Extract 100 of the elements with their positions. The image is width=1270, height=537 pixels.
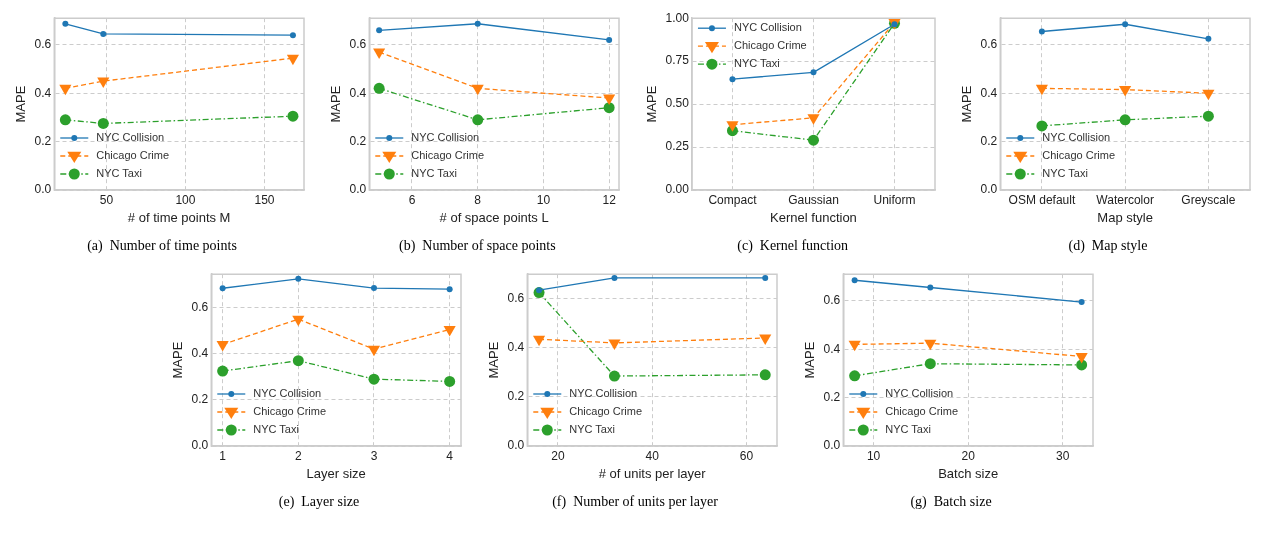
x-tick-label: 2 — [294, 448, 302, 463]
x-tick-label: Compact — [708, 192, 757, 207]
y-tick-label: 0.2 — [349, 133, 367, 148]
point — [1122, 21, 1129, 28]
point — [376, 27, 383, 34]
point — [287, 110, 299, 122]
y-tick-label: 0.6 — [191, 299, 209, 314]
y-tick-label: 0.6 — [34, 37, 52, 52]
point — [608, 339, 621, 350]
point — [295, 275, 302, 282]
y-axis-title: MAPE — [13, 85, 29, 123]
y-tick-label: 0.2 — [823, 389, 841, 404]
y-tick-label: 0.6 — [823, 293, 841, 308]
point — [286, 54, 299, 66]
legend-label: NYC Taxi — [253, 423, 299, 436]
y-tick-label: 0.0 — [507, 438, 525, 453]
x-tick-label: 10 — [537, 192, 551, 207]
legend-label: NYC Collision — [96, 131, 165, 144]
point — [611, 274, 618, 281]
point — [475, 20, 482, 27]
x-tick-label: 10 — [866, 448, 881, 463]
point — [1038, 28, 1045, 35]
point — [924, 339, 937, 351]
x-tick-label: 40 — [645, 448, 660, 463]
point — [603, 102, 615, 114]
y-axis-title: MAPE — [170, 341, 186, 379]
x-tick-label: Uniform — [873, 192, 916, 207]
point — [59, 84, 72, 96]
point — [1202, 110, 1214, 122]
point — [1078, 299, 1085, 306]
y-tick-label: 0.6 — [507, 291, 525, 306]
y-tick-label: 0.0 — [191, 438, 209, 453]
y-axis-title: MAPE — [644, 85, 660, 123]
legend-label: NYC Taxi — [569, 423, 615, 436]
point — [729, 76, 736, 83]
legend-label: Chicago Crime — [253, 405, 327, 418]
x-tick-label: 8 — [474, 192, 482, 207]
text: (e) Layer size — [278, 494, 360, 510]
y-tick-label: 0.4 — [980, 85, 998, 100]
point — [472, 114, 484, 126]
point — [762, 274, 769, 281]
x-tick-label: Greyscale — [1181, 192, 1236, 207]
x-axis-title: Layer size — [306, 465, 366, 481]
point — [373, 82, 385, 94]
legend-label: Chicago Crime — [569, 405, 643, 418]
y-tick-label: 0.2 — [191, 392, 209, 407]
legend-label: Chicago Crime — [96, 149, 170, 162]
x-tick-label: Watercolor — [1096, 192, 1154, 207]
point — [810, 69, 817, 76]
x-axis-title: # of units per layer — [598, 465, 707, 481]
point — [924, 358, 936, 370]
point — [927, 284, 934, 291]
text: (g) Batch size — [910, 494, 992, 510]
point — [726, 121, 739, 132]
point — [443, 326, 456, 337]
x-axis-title: # of time points M — [127, 209, 231, 225]
point — [1119, 86, 1132, 97]
point — [97, 77, 110, 89]
point — [216, 341, 229, 352]
point — [851, 277, 858, 284]
x-axis-title: # of space points L — [439, 209, 550, 225]
x-tick-label: 1 — [219, 448, 227, 463]
point — [59, 114, 71, 126]
y-tick-label: 0.2 — [507, 389, 525, 404]
y-tick-label: 0.0 — [980, 182, 998, 197]
x-axis-title: Batch size — [938, 465, 999, 481]
point — [219, 285, 226, 292]
point — [444, 375, 456, 387]
x-tick-label: 100 — [175, 192, 196, 207]
y-tick-label: 0.4 — [823, 341, 841, 356]
point — [1036, 120, 1048, 132]
point — [289, 32, 296, 39]
x-tick-label: 20 — [961, 448, 976, 463]
point — [217, 365, 229, 377]
point — [292, 355, 304, 367]
x-tick-label: Gaussian — [787, 192, 839, 207]
x-axis-title: Map style — [1097, 209, 1153, 225]
text: (a) Number of time points — [87, 238, 237, 254]
point — [471, 84, 485, 96]
x-tick-label: 50 — [99, 192, 114, 207]
y-tick-label: 0.2 — [980, 133, 998, 148]
legend-label: NYC Taxi — [96, 167, 142, 180]
x-tick-label: 6 — [408, 192, 416, 207]
point — [848, 340, 861, 352]
x-tick-label: 20 — [551, 448, 565, 463]
point — [1075, 352, 1088, 364]
point — [62, 20, 69, 27]
point — [370, 285, 377, 292]
y-tick-label: 1.00 — [665, 10, 689, 25]
y-axis-title: MAPE — [802, 341, 818, 379]
y-tick-label: 0.2 — [34, 133, 52, 148]
y-tick-label: 0.4 — [191, 346, 209, 361]
point — [1205, 35, 1212, 42]
y-tick-label: 0.00 — [665, 182, 689, 197]
legend-label: Chicago Crime — [411, 149, 485, 162]
legend-label: Chicago Crime — [885, 405, 959, 418]
y-tick-label: 0.0 — [349, 182, 367, 197]
text: (d) Map style — [1068, 238, 1148, 254]
x-tick-label: 4 — [446, 448, 454, 463]
y-axis-title: MAPE — [959, 85, 975, 123]
